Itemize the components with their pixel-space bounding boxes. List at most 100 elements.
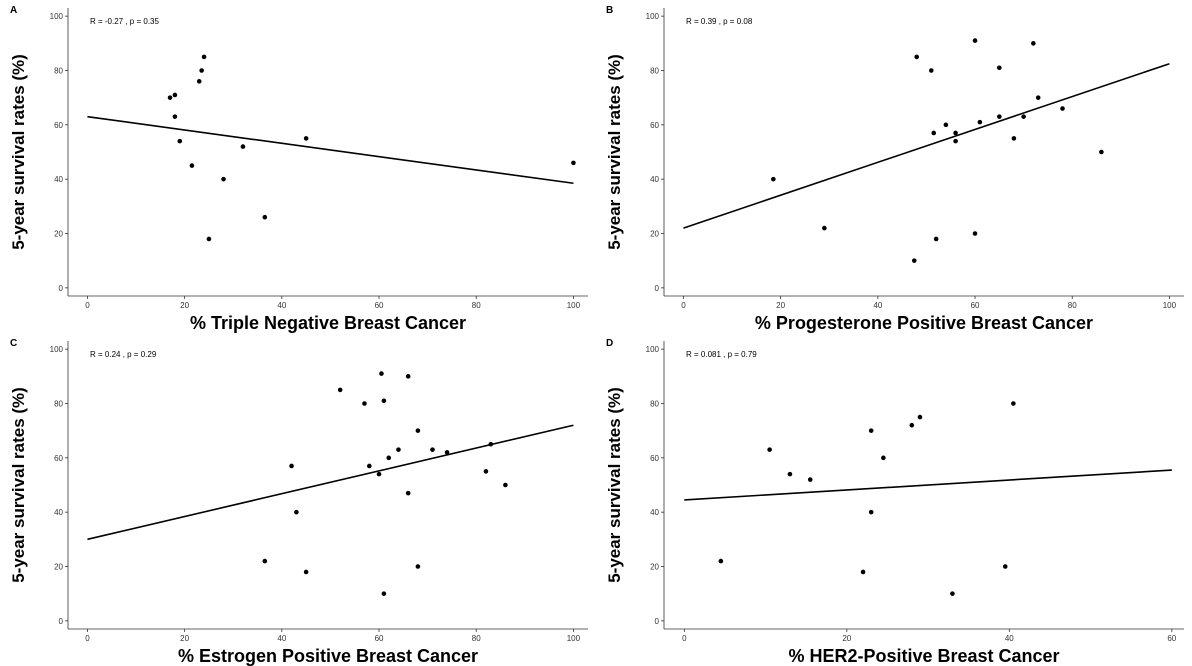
x-tick-label: 60	[1167, 634, 1176, 643]
data-point	[262, 214, 268, 220]
data-point	[950, 591, 955, 596]
y-tick-label: 0	[655, 617, 660, 626]
data-point	[376, 471, 382, 477]
y-axis-label: 5-year survival rates (%)	[605, 387, 624, 583]
x-tick-label: 20	[776, 301, 785, 310]
scatter-panel-b: B 0 20 40 60 80 100 0 20 40 60 80 100 % Progesterone …	[596, 0, 1192, 333]
data-point	[909, 422, 915, 428]
data-point	[933, 236, 939, 242]
data-point	[972, 38, 978, 43]
data-point	[405, 490, 411, 496]
x-tick-label: 60	[375, 634, 384, 643]
data-point	[294, 509, 299, 515]
data-point	[206, 236, 212, 242]
panel-letter: B	[606, 5, 613, 16]
data-point	[381, 591, 387, 596]
y-tick-label: 80	[650, 66, 659, 75]
data-point	[953, 130, 958, 136]
y-tick-label: 100	[50, 345, 64, 354]
data-point	[868, 428, 874, 433]
data-point	[1011, 401, 1016, 406]
y-tick-label: 20	[650, 563, 659, 572]
y-tick-label: 80	[650, 399, 659, 408]
y-axis-label: 5-year survival rates (%)	[9, 387, 28, 583]
y-tick-label: 80	[54, 66, 63, 75]
data-point	[767, 447, 772, 452]
y-tick-label: 40	[54, 175, 63, 184]
data-point	[172, 114, 178, 119]
correlation-annotation: R = 0.39 , p = 0.08	[686, 17, 753, 26]
y-tick-label: 60	[650, 121, 659, 130]
data-point	[177, 138, 183, 144]
data-point	[430, 447, 435, 452]
y-tick-label: 0	[655, 284, 660, 293]
y-tick-label: 40	[54, 508, 63, 517]
data-point	[571, 160, 576, 166]
y-tick-label: 60	[54, 454, 63, 463]
data-point	[1035, 95, 1041, 100]
x-tick-label: 100	[567, 301, 581, 310]
data-point	[444, 450, 450, 455]
y-tick-label: 20	[54, 230, 63, 239]
data-point	[1011, 136, 1017, 141]
y-axis-label: 5-year survival rates (%)	[9, 54, 28, 250]
data-point	[997, 65, 1002, 71]
regression-line	[683, 62, 1170, 229]
scatter-panel-d: D 0 20 40 60 80 100 0 20 40 60 % HER2-Positive Brea…	[596, 333, 1192, 666]
panel-letter: D	[606, 338, 613, 349]
scatter-chart-c: C 0 20 40 60 80 100 0 20 40 60 80 100 % Estrogen Posi…	[9, 338, 588, 666]
data-point	[860, 569, 866, 575]
data-point	[972, 231, 978, 236]
regression-line	[87, 115, 574, 185]
x-tick-label: 60	[375, 301, 384, 310]
data-point	[221, 176, 226, 182]
data-point	[367, 463, 372, 469]
data-point	[483, 469, 489, 474]
data-point	[381, 398, 387, 404]
data-point	[379, 371, 384, 376]
data-point	[1060, 106, 1065, 111]
panel-letter: C	[10, 338, 17, 349]
data-point	[172, 92, 178, 98]
x-tick-label: 0	[85, 301, 90, 310]
scatter-chart-a: A 0 20 40 60 80 100 0 20 40 60 80 100 % Triple Negati…	[9, 5, 588, 333]
data-point	[240, 144, 246, 149]
correlation-annotation: R = 0.24 , p = 0.29	[90, 350, 157, 359]
data-point	[362, 401, 367, 406]
scatter-panel-c: C 0 20 40 60 80 100 0 20 40 60 80 100 % Estrogen Posi…	[0, 333, 596, 666]
data-point	[386, 455, 392, 461]
data-point	[881, 455, 886, 461]
data-point	[1031, 41, 1036, 46]
y-tick-label: 20	[650, 230, 659, 239]
data-point	[415, 428, 421, 433]
data-point	[1021, 114, 1026, 119]
scatter-chart-d: D 0 20 40 60 80 100 0 20 40 60 % HER2-Positive Brea…	[605, 338, 1184, 666]
x-tick-label: 40	[1005, 634, 1014, 643]
data-point	[943, 122, 949, 128]
data-point	[822, 225, 827, 231]
regression-line	[684, 469, 1172, 501]
data-point	[771, 176, 776, 182]
data-point	[931, 130, 937, 136]
x-tick-label: 80	[1068, 301, 1077, 310]
data-point	[911, 258, 917, 263]
x-axis-label: % Progesterone Positive Breast Cancer	[755, 313, 1093, 333]
scatter-chart-b: B 0 20 40 60 80 100 0 20 40 60 80 100 % Progesterone …	[605, 5, 1184, 333]
y-tick-label: 60	[54, 121, 63, 130]
x-tick-label: 80	[472, 301, 481, 310]
y-tick-label: 0	[59, 617, 64, 626]
data-point	[488, 441, 494, 447]
data-point	[1002, 564, 1008, 569]
panel-letter: A	[10, 5, 17, 16]
y-tick-label: 20	[54, 563, 63, 572]
x-tick-label: 20	[842, 634, 851, 643]
x-axis-label: % Estrogen Positive Breast Cancer	[178, 646, 478, 666]
data-point	[337, 387, 343, 393]
data-point	[201, 54, 207, 60]
data-point	[718, 558, 724, 564]
data-point	[303, 136, 309, 141]
y-tick-label: 40	[650, 508, 659, 517]
x-tick-label: 0	[682, 634, 687, 643]
data-point	[405, 374, 411, 379]
x-axis-label: % Triple Negative Breast Cancer	[190, 313, 466, 333]
